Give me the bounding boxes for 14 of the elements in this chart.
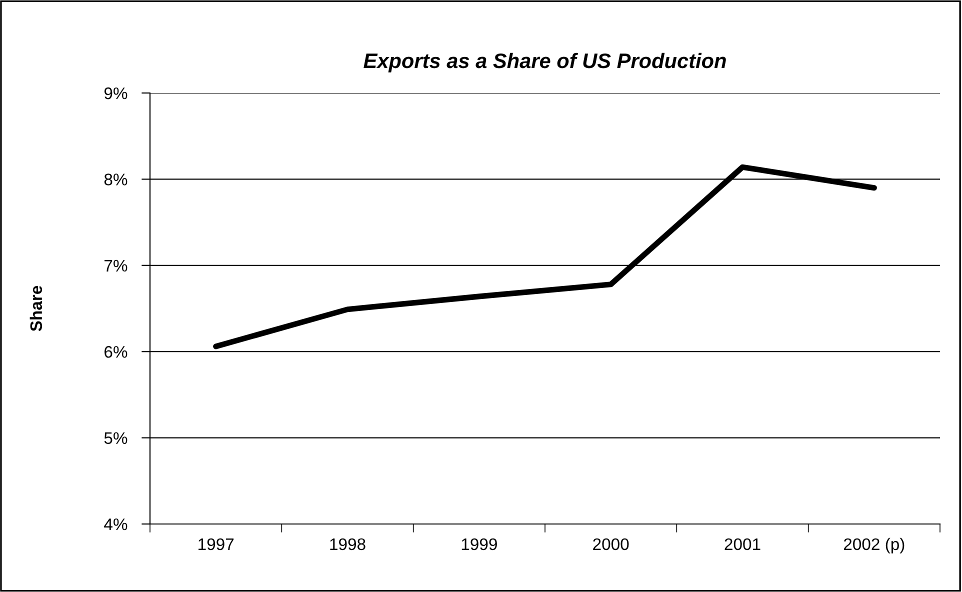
x-tick-label: 2001 [724,538,760,550]
y-axis-title: Share [30,286,42,332]
chart-title: Exports as a Share of US Production [364,52,726,72]
x-tick-label: 2000 [593,538,629,550]
y-tick-label: 8% [104,174,128,186]
x-tick-label: 1999 [462,538,497,550]
x-tick-label: 1997 [198,538,234,550]
y-tick-label: 7% [104,260,128,272]
x-tick-label: 1998 [330,538,366,550]
y-tick-label: 9% [104,87,128,100]
y-tick-label: 4% [104,518,128,530]
y-tick-label: 6% [104,346,128,358]
x-tick-label: 2002 (p) [844,538,904,554]
y-tick-label: 5% [104,432,128,444]
